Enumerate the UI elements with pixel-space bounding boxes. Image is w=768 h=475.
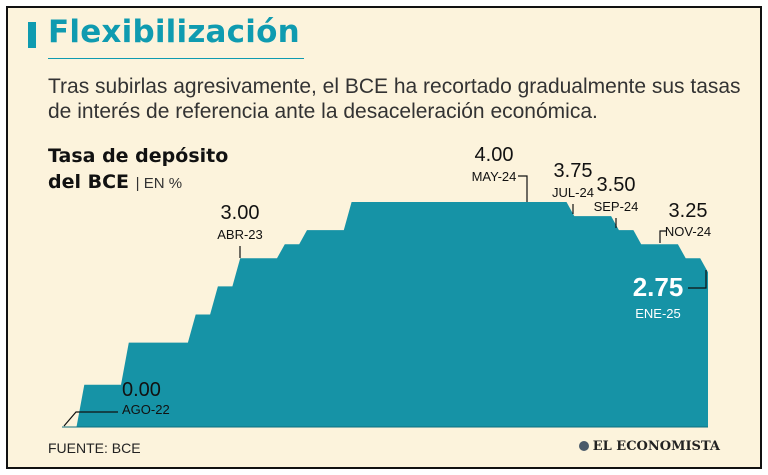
- area-layer: [62, 202, 708, 428]
- annotation-value-jul-24: 3.75: [554, 160, 593, 182]
- annotation-date-nov-24: NOV-24: [665, 224, 711, 239]
- publisher-logo: EL ECONOMISTA: [578, 439, 720, 454]
- annotation-leader-nov-24: [659, 230, 666, 243]
- annotation-leader-may-24: [518, 175, 528, 202]
- annotation-leader-ago-22: [63, 411, 118, 427]
- y-axis-label-text: del BCE: [48, 171, 130, 193]
- source-note: FUENTE: BCE: [48, 440, 141, 456]
- annotation-date-ago-22: AGO-22: [122, 402, 170, 417]
- logo-text: EL ECONOMISTA: [592, 439, 720, 454]
- annotation-date-abr-23: ABR-23: [217, 227, 263, 242]
- page-title: Flexibilización: [48, 14, 300, 50]
- annotation-date-sep-24: SEP-24: [594, 199, 639, 214]
- annotation-date-ene-25: ENE-25: [635, 306, 681, 321]
- annotation-value-abr-23: 3.00: [221, 202, 260, 224]
- annotation-date-may-24: MAY-24: [472, 169, 517, 184]
- rate-area-series: [62, 202, 708, 427]
- title-underline: [48, 58, 304, 59]
- logo-icon: [578, 441, 589, 451]
- y-axis-unit: EN %: [143, 175, 183, 192]
- title-accent-bar: [28, 22, 36, 48]
- annotation-value-ene-25: 2.75: [633, 272, 684, 302]
- annotation-date-jul-24: JUL-24: [552, 185, 594, 200]
- annotation-value-may-24: 4.00: [475, 144, 514, 166]
- y-axis-label-line1: Tasa de depósito: [48, 145, 229, 167]
- annotation-value-nov-24: 3.25: [669, 200, 708, 222]
- annotation-value-sep-24: 3.50: [597, 174, 636, 196]
- subtitle: Tras subirlas agresivamente, el BCE ha r…: [48, 75, 741, 123]
- unit-separator: |: [135, 175, 144, 192]
- y-axis-label-line2: del BCE | EN %: [48, 171, 182, 193]
- annotation-value-ago-22: 0.00: [122, 379, 161, 401]
- annotation-leader-ene-25: [688, 270, 707, 289]
